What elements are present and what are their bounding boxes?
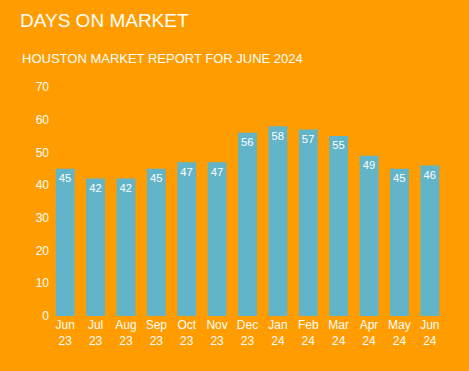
svg-text:45: 45 [59, 172, 72, 184]
svg-text:57: 57 [302, 133, 315, 145]
svg-text:HOUSTON MARKET REPORT FOR JUNE: HOUSTON MARKET REPORT FOR JUNE 2024 [22, 51, 303, 66]
svg-text:Sep23: Sep23 [146, 318, 168, 348]
svg-text:Nov23: Nov23 [206, 318, 227, 348]
svg-text:45: 45 [150, 172, 163, 184]
svg-text:20: 20 [36, 244, 50, 258]
svg-text:47: 47 [180, 166, 193, 178]
svg-text:May24: May24 [388, 318, 411, 348]
svg-text:Jan24: Jan24 [268, 318, 287, 348]
svg-text:10: 10 [36, 276, 50, 290]
svg-text:50: 50 [36, 146, 50, 160]
svg-text:Jul23: Jul23 [88, 318, 103, 348]
svg-text:46: 46 [423, 169, 436, 181]
svg-text:Apr24: Apr24 [360, 318, 379, 348]
svg-text:58: 58 [271, 130, 284, 142]
svg-text:47: 47 [211, 166, 224, 178]
svg-text:45: 45 [393, 172, 406, 184]
svg-text:60: 60 [36, 113, 50, 127]
svg-text:0: 0 [42, 309, 49, 323]
svg-text:Feb24: Feb24 [298, 318, 319, 348]
svg-text:30: 30 [36, 211, 50, 225]
svg-text:42: 42 [120, 182, 133, 194]
svg-text:DAYS ON MARKET: DAYS ON MARKET [20, 10, 189, 31]
svg-text:42: 42 [89, 182, 102, 194]
svg-text:Mar24: Mar24 [328, 318, 349, 348]
svg-text:55: 55 [332, 139, 345, 151]
svg-text:49: 49 [363, 159, 376, 171]
svg-text:70: 70 [36, 80, 50, 94]
svg-text:40: 40 [36, 178, 50, 192]
svg-text:Oct23: Oct23 [177, 318, 196, 348]
svg-text:Aug23: Aug23 [115, 318, 136, 348]
svg-text:Dec23: Dec23 [237, 318, 258, 348]
svg-text:Jun23: Jun23 [56, 318, 75, 348]
svg-text:Jun24: Jun24 [420, 318, 439, 348]
svg-text:56: 56 [241, 136, 254, 148]
